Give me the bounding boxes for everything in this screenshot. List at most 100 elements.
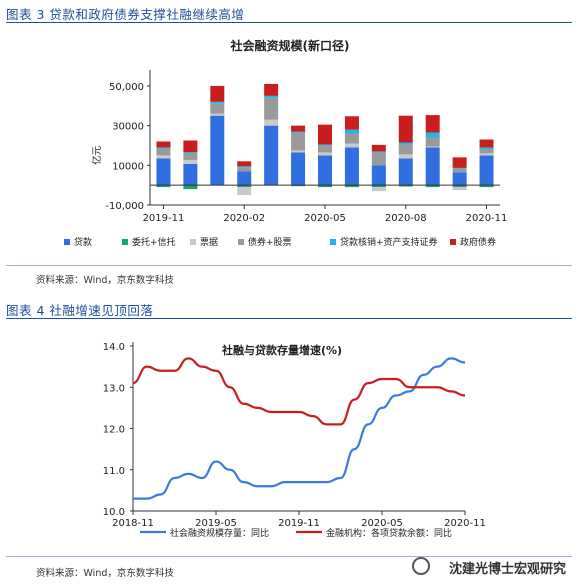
chart1-bar-segment xyxy=(479,147,494,150)
chart1-bar-segment xyxy=(291,132,306,151)
chart1-bar-segment xyxy=(344,185,359,188)
chart1-ytick-label: 10000 xyxy=(112,161,144,172)
chart1-bar-segment xyxy=(156,155,171,159)
figure4-bottom-rule xyxy=(6,556,572,557)
chart1-bar-segment xyxy=(425,132,440,138)
chart1-xtick-label: 2020-08 xyxy=(385,213,427,224)
chart1-legend-label: 贷款核销+资产支持证券 xyxy=(340,236,438,248)
chart2-xtick-label: 2020-05 xyxy=(361,518,403,529)
chart1-bar-segment xyxy=(183,163,198,186)
chart2-series-line xyxy=(133,357,466,500)
chart1-title: 社会融资规模(新口径) xyxy=(230,38,350,53)
chart1-legend-label: 债券+股票 xyxy=(248,236,292,248)
chart1-legend-swatch xyxy=(450,239,456,245)
chart1-bar-segment xyxy=(237,166,252,168)
chart1-bar-segment xyxy=(183,153,198,160)
chart1-bar-segment xyxy=(264,83,279,96)
chart2-xtick-label: 2019-05 xyxy=(195,518,237,529)
chart1-bar-segment xyxy=(371,187,386,192)
chart1-bar-segment xyxy=(156,148,171,156)
chart1-bar-segment xyxy=(425,147,440,186)
chart1-bar-segment xyxy=(425,146,440,148)
chart1-bar-segment xyxy=(237,171,252,186)
chart1-bar-segment xyxy=(425,185,440,188)
chart1-bar-segment xyxy=(371,165,386,186)
chart1-bar-segment xyxy=(264,119,279,126)
chart2-ytick-label: 13.0 xyxy=(103,383,125,394)
chart1-bar-segment xyxy=(264,95,279,98)
chart1-bar-segment xyxy=(210,85,225,102)
chart2-legend-label: 金融机构：各项贷款余额：同比 xyxy=(326,527,452,539)
chart1-bar-segment xyxy=(318,124,332,145)
chart1-bar-segment xyxy=(479,149,494,154)
chart1-bar-segment xyxy=(264,97,279,120)
chart1-ytick-label: -10,000 xyxy=(105,201,144,212)
chart1-bar-segment xyxy=(398,142,413,145)
chart1-bar-segment xyxy=(371,144,386,152)
chart1-bar-segment xyxy=(398,158,413,186)
figure4-caption-rule xyxy=(6,318,572,319)
chart2-legend-label: 社会融资规模存量：同比 xyxy=(170,527,269,539)
chart1-legend-swatch xyxy=(122,239,128,245)
chart1-legend-swatch xyxy=(190,239,196,245)
chart1-bar-segment xyxy=(183,159,198,164)
chart1-bar-segment xyxy=(344,116,359,130)
chart1-bar-segment xyxy=(452,172,467,186)
chart1-bar-segment xyxy=(210,101,225,104)
chart2-title: 社融与贷款存量增速(%) xyxy=(221,343,342,357)
chart1-bar-segment xyxy=(264,125,279,186)
chart2-ytick-label: 14.0 xyxy=(103,342,125,353)
chart1-bar-segment xyxy=(291,150,306,153)
chart1-bar-segment xyxy=(183,152,198,154)
chart1-bar-segment xyxy=(183,140,198,153)
chart1-legend-swatch xyxy=(330,239,336,245)
chart1-bar-segment xyxy=(210,113,225,116)
chart1-bar-segment xyxy=(156,141,171,148)
chart1-bar-segment xyxy=(479,155,494,186)
chart1-legend-label: 政府债券 xyxy=(460,236,496,248)
chart1-bar-segment xyxy=(452,168,467,173)
figure4-caption: 图表 4 社融增速见顶回落 xyxy=(6,303,154,318)
chart1-ytick-label: 50,000 xyxy=(109,82,144,93)
chart1-bar-segment xyxy=(210,115,225,186)
chart2-xtick-label: 2019-11 xyxy=(278,518,320,529)
chart1-bar-segment xyxy=(156,185,171,188)
chart1-legend-swatch xyxy=(238,239,244,245)
chart2-ytick-label: 10.0 xyxy=(103,507,125,518)
chart1-bar-segment xyxy=(371,152,386,166)
chart1-bar-segment xyxy=(291,125,306,132)
chart1-bar-segment xyxy=(425,115,440,133)
chart2-series-line xyxy=(132,357,466,426)
chart1-xtick-label: 2020-02 xyxy=(223,213,265,224)
figure4-source: 资料来源：Wind，京东数字科技 xyxy=(36,568,174,579)
chart1-bar-segment xyxy=(318,152,332,156)
chart1-bar-segment xyxy=(291,131,306,133)
chart1-ylabel: 亿元 xyxy=(91,145,103,165)
chart1-bar-segment xyxy=(237,187,252,196)
chart1-bar-segment xyxy=(237,167,252,172)
chart1-bar-segment xyxy=(398,115,413,143)
chart1-legend-label: 委托+信托 xyxy=(132,236,176,248)
chart1-bar-segment xyxy=(425,137,440,147)
chart1-bar-segment xyxy=(318,144,332,146)
chart1-bar-segment xyxy=(291,152,306,186)
chart1-bar-segment xyxy=(371,185,386,188)
chart1-bar-segment xyxy=(452,157,467,168)
chart1-bar-segment xyxy=(318,155,332,186)
chart2-ytick-label: 11.0 xyxy=(103,466,125,477)
chart1-bar-segment xyxy=(318,185,332,188)
chart1-bar-segment xyxy=(156,147,171,149)
chart2-xtick-label: 2018-11 xyxy=(112,518,154,529)
chart1-legend-swatch xyxy=(64,239,70,245)
chart1-xtick-label: 2020-11 xyxy=(466,213,508,224)
chart1-bar-segment xyxy=(210,103,225,114)
chart1-bar-segment xyxy=(452,167,467,169)
chart1-legend-label: 贷款 xyxy=(74,236,92,248)
figure3-caption-rule xyxy=(6,22,572,23)
chart2-xtick-label: 2020-11 xyxy=(444,518,486,529)
chart1-bar-segment xyxy=(479,139,494,148)
figure3-bottom-rule xyxy=(6,265,572,266)
chart1-bar-segment xyxy=(479,185,494,188)
chart1-bar-segment xyxy=(452,187,467,191)
chart1-bar-segment xyxy=(237,185,252,188)
